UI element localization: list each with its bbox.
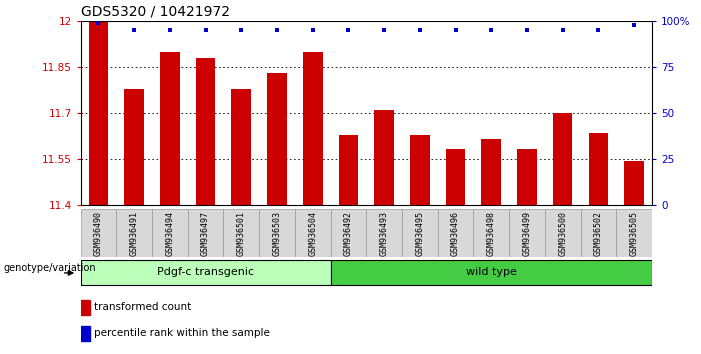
Bar — [81, 326, 90, 341]
Bar — [188, 209, 224, 257]
Point — [93, 20, 104, 26]
Bar — [580, 209, 616, 257]
Text: GSM936498: GSM936498 — [486, 211, 496, 256]
Text: GSM936490: GSM936490 — [94, 211, 103, 256]
Text: GSM936502: GSM936502 — [594, 211, 603, 256]
Bar — [339, 135, 358, 205]
Text: percentile rank within the sample: percentile rank within the sample — [94, 328, 270, 338]
Bar — [545, 209, 580, 257]
Bar — [374, 110, 394, 205]
Bar — [295, 209, 331, 257]
Point — [414, 28, 426, 33]
Point — [486, 28, 497, 33]
Point — [522, 28, 533, 33]
Text: GSM936491: GSM936491 — [130, 211, 139, 256]
Bar — [366, 209, 402, 257]
Bar — [331, 260, 652, 285]
Bar — [81, 300, 90, 315]
Text: Pdgf-c transgenic: Pdgf-c transgenic — [157, 267, 254, 278]
Bar — [88, 21, 108, 205]
Text: GSM936494: GSM936494 — [165, 211, 175, 256]
Point — [557, 28, 569, 33]
Bar — [616, 209, 652, 257]
Bar — [259, 209, 295, 257]
Text: wild type: wild type — [465, 267, 517, 278]
Point — [343, 28, 354, 33]
Point — [593, 28, 604, 33]
Text: transformed count: transformed count — [94, 302, 191, 312]
Bar — [116, 209, 152, 257]
Point — [629, 22, 640, 28]
Point — [164, 28, 175, 33]
Text: GSM936504: GSM936504 — [308, 211, 318, 256]
Text: GSM936503: GSM936503 — [273, 211, 282, 256]
Bar — [160, 52, 179, 205]
Text: GSM936493: GSM936493 — [380, 211, 388, 256]
Point — [307, 28, 318, 33]
Bar — [625, 161, 644, 205]
Text: GSM936496: GSM936496 — [451, 211, 460, 256]
Text: GSM936497: GSM936497 — [201, 211, 210, 256]
Text: GSM936501: GSM936501 — [237, 211, 246, 256]
Bar — [331, 209, 366, 257]
Bar — [267, 73, 287, 205]
Point — [128, 28, 139, 33]
Bar — [81, 209, 116, 257]
Bar — [402, 209, 437, 257]
Text: GSM936500: GSM936500 — [558, 211, 567, 256]
Bar — [589, 133, 608, 205]
Text: GSM936492: GSM936492 — [344, 211, 353, 256]
Bar — [410, 135, 430, 205]
Point — [200, 28, 211, 33]
Text: GSM936505: GSM936505 — [629, 211, 639, 256]
Bar — [303, 52, 322, 205]
Text: GSM936495: GSM936495 — [415, 211, 424, 256]
Bar — [196, 58, 215, 205]
Bar — [231, 89, 251, 205]
Point — [271, 28, 283, 33]
Bar — [124, 89, 144, 205]
Bar — [152, 209, 188, 257]
Bar — [482, 139, 501, 205]
Bar — [446, 149, 465, 205]
Text: genotype/variation: genotype/variation — [4, 263, 96, 273]
Point — [379, 28, 390, 33]
Bar — [509, 209, 545, 257]
Point — [236, 28, 247, 33]
Bar — [517, 149, 537, 205]
Text: GSM936499: GSM936499 — [522, 211, 531, 256]
Bar — [437, 209, 473, 257]
Bar — [553, 113, 573, 205]
Bar — [473, 209, 509, 257]
Point — [450, 28, 461, 33]
Text: GDS5320 / 10421972: GDS5320 / 10421972 — [81, 5, 230, 19]
Bar — [81, 260, 331, 285]
Bar — [224, 209, 259, 257]
